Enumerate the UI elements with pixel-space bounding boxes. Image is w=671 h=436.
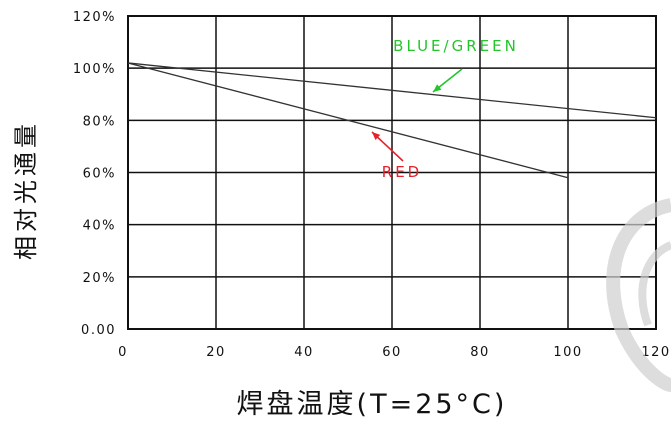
y-axis-ticks: 0.00 20% 40% 60% 80% 100% 120% [73,10,116,338]
x-tick-label: 0 [118,345,128,360]
series-line [127,62,657,119]
series-line [127,62,569,179]
y-tick-label: 100% [73,62,116,77]
x-axis-ticks: 0 20 40 60 80 100 120 [118,345,670,360]
y-tick-label: 20% [83,271,116,286]
series-label: RED [382,163,422,181]
x-tick-label: 40 [294,345,314,360]
arrowhead [372,132,381,141]
x-tick-label: 20 [206,345,226,360]
series-label: BLUE/GREEN [393,37,519,55]
x-tick-label: 80 [470,345,490,360]
series-annotations: BLUE/GREEN RED [371,37,519,181]
x-tick-label: 100 [553,345,582,360]
grid [128,16,656,329]
x-axis-label: 焊盘温度(T=25°C) [237,389,508,420]
y-tick-label: 40% [83,219,116,234]
watermark-logo [606,198,671,392]
y-axis-label: 相对光通量 [12,120,40,260]
y-tick-label: 60% [83,167,116,182]
y-tick-label: 0.00 [81,323,116,338]
x-tick-label: 120 [641,345,670,360]
x-tick-label: 60 [382,345,402,360]
arrowhead [433,84,442,92]
y-tick-label: 80% [83,114,116,129]
series-lines [127,62,657,179]
y-tick-label: 120% [73,10,116,25]
plot-frame [127,15,657,330]
